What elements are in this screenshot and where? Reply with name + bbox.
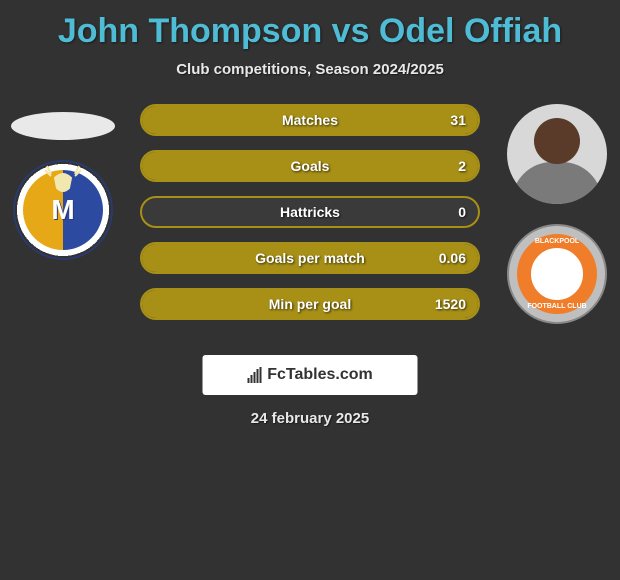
left-player-column: M xyxy=(8,104,118,260)
badge-text-bottom: FOOTBALL CLUB xyxy=(509,303,605,310)
player-avatar xyxy=(507,104,607,204)
stat-label: Hattricks xyxy=(142,198,478,226)
stat-value-right: 31 xyxy=(450,106,466,134)
badge-letter: M xyxy=(51,194,74,226)
stat-value-right: 1520 xyxy=(435,290,466,318)
stat-label: Min per goal xyxy=(142,290,478,318)
badge-text-top: BLACKPOOL xyxy=(509,238,605,245)
left-club-badge: M xyxy=(13,160,113,260)
stat-row: Min per goal1520 xyxy=(140,288,480,320)
stat-label: Matches xyxy=(142,106,478,134)
source-logo: FcTables.com xyxy=(203,355,418,395)
stat-row: Goals per match0.06 xyxy=(140,242,480,274)
date-label: 24 february 2025 xyxy=(0,410,620,427)
logo-text: FcTables.com xyxy=(267,366,373,384)
stag-icon xyxy=(41,164,85,198)
stat-label: Goals xyxy=(142,152,478,180)
stat-label: Goals per match xyxy=(142,244,478,272)
comparison-panel: M BLACKPOOL FOOTBALL CLUB Matches31 Goals… xyxy=(0,104,620,364)
right-club-badge: BLACKPOOL FOOTBALL CLUB xyxy=(507,224,607,324)
subtitle: Club competitions, Season 2024/2025 xyxy=(0,61,620,78)
stat-value-right: 0.06 xyxy=(439,244,466,272)
stat-value-right: 0 xyxy=(458,198,466,226)
stats-list: Matches31 Goals2 Hattricks0 Goals per match… xyxy=(140,104,480,320)
player-photo-placeholder xyxy=(11,112,115,140)
stat-row: Goals2 xyxy=(140,150,480,182)
stat-value-right: 2 xyxy=(458,152,466,180)
stat-row: Hattricks0 xyxy=(140,196,480,228)
right-player-column: BLACKPOOL FOOTBALL CLUB xyxy=(502,104,612,324)
bar-chart-icon xyxy=(247,367,261,383)
page-title: John Thompson vs Odel Offiah xyxy=(0,0,620,51)
stat-row: Matches31 xyxy=(140,104,480,136)
